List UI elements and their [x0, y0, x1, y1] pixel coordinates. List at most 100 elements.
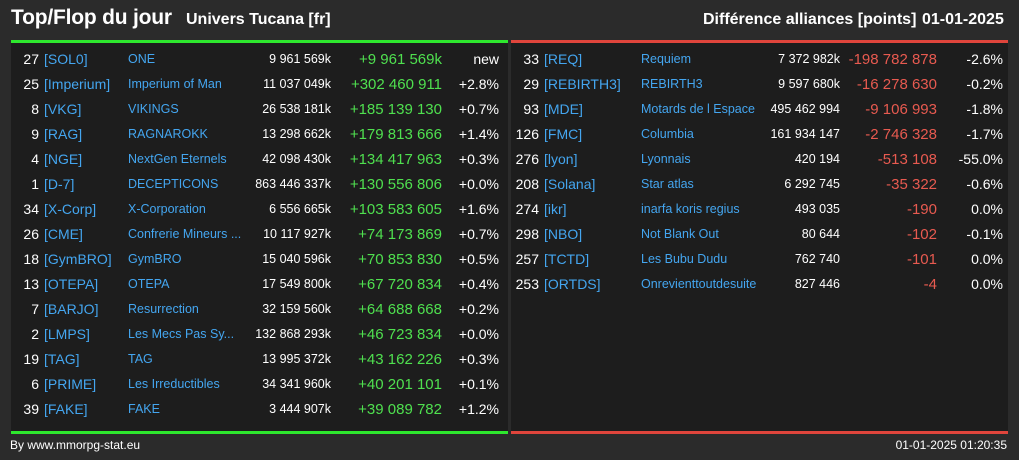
- top-alliance-tag-link[interactable]: [CME]: [44, 226, 83, 242]
- top-rank: 19: [23, 351, 39, 367]
- top-alliance-tag-link[interactable]: [TAG]: [44, 351, 80, 367]
- top-points: 13 995 372k: [262, 352, 331, 366]
- top-percent: +0.2%: [458, 301, 499, 317]
- flop-alliance-tag-link[interactable]: [TCTD]: [544, 251, 590, 267]
- top-row: 26 [CME] Confrerie Mineurs ... 10 117 927k +…: [11, 222, 508, 247]
- top-rank: 13: [23, 276, 39, 292]
- flop-delta: -513 108: [877, 151, 937, 168]
- top-points: 6 556 665k: [269, 202, 331, 216]
- top-list: 27 [SOL0] ONE 9 961 569k +9 961 569k new 25 [Im…: [11, 47, 508, 422]
- top-percent: +0.3%: [458, 151, 499, 167]
- top-panel: 27 [SOL0] ONE 9 961 569k +9 961 569k new 25 [Im…: [11, 40, 508, 434]
- flop-percent: 0.0%: [971, 251, 1003, 267]
- flop-row: 253 [ORTDS] Onrevienttoutdesuite 827 446 -4 0…: [511, 272, 1008, 297]
- top-points: 15 040 596k: [262, 252, 331, 266]
- top-row: 27 [SOL0] ONE 9 961 569k +9 961 569k new: [11, 47, 508, 72]
- flop-rank: 298: [515, 226, 539, 242]
- top-alliance-tag-link[interactable]: [RAG]: [44, 126, 83, 142]
- header: Top/Flop du jour Univers Tucana [fr] Dif…: [0, 0, 1019, 38]
- top-rank: 27: [23, 51, 39, 67]
- top-rank: 1: [31, 176, 39, 192]
- top-alliance-tag-link[interactable]: [PRIME]: [44, 376, 97, 392]
- flop-rank: 257: [515, 251, 539, 267]
- top-delta: +185 139 130: [349, 101, 442, 118]
- flop-percent: 0.0%: [971, 276, 1003, 292]
- top-alliance-tag-link[interactable]: [Imperium]: [44, 76, 111, 92]
- top-row: 7 [BARJO] Resurrection 32 159 560k +64 688 6…: [11, 297, 508, 322]
- flop-rank: 33: [523, 51, 539, 67]
- top-points: 34 341 960k: [262, 377, 331, 391]
- top-points: 863 446 337k: [255, 177, 331, 191]
- flop-alliance-tag-link[interactable]: [lyon]: [544, 151, 578, 167]
- top-rank: 6: [31, 376, 39, 392]
- flop-alliance-tag-link[interactable]: [FMC]: [544, 126, 583, 142]
- flop-alliance-tag-link[interactable]: [Solana]: [544, 176, 596, 192]
- top-percent: +1.6%: [458, 201, 499, 217]
- top-alliance-tag-link[interactable]: [VKG]: [44, 101, 82, 117]
- flop-alliance-tag-link[interactable]: [REBIRTH3]: [544, 76, 621, 92]
- page-title: Top/Flop du jour: [11, 6, 172, 29]
- top-row: 1 [D-7] DECEPTICONS 863 446 337k +130 556 80…: [11, 172, 508, 197]
- flop-row: 257 [TCTD] Les Bubu Dudu 762 740 -101 0.0%: [511, 247, 1008, 272]
- flop-rank: 126: [515, 126, 539, 142]
- flop-percent: -0.1%: [966, 226, 1003, 242]
- top-alliance-tag-link[interactable]: [SOL0]: [44, 51, 88, 67]
- flop-rank: 253: [515, 276, 539, 292]
- top-delta: +43 162 226: [358, 351, 442, 368]
- flop-row: 33 [REQ] Requiem 7 372 982k -198 782 878 -2.6…: [511, 47, 1008, 72]
- top-row: 25 [Imperium] Imperium of Man 11 037 049k +3…: [11, 72, 508, 97]
- flop-alliance-tag-link[interactable]: [ikr]: [544, 201, 567, 217]
- top-percent: +0.7%: [458, 101, 499, 117]
- top-points: 10 117 927k: [263, 227, 331, 241]
- flop-delta: -35 322: [886, 176, 937, 193]
- top-delta: +130 556 806: [349, 176, 442, 193]
- top-delta: +70 853 830: [358, 251, 442, 268]
- top-points: 11 037 049k: [263, 77, 331, 91]
- flop-rank: 29: [523, 76, 539, 92]
- top-percent: +0.4%: [458, 276, 499, 292]
- top-alliance-tag-link[interactable]: [NGE]: [44, 151, 83, 167]
- flop-percent: -1.8%: [966, 101, 1003, 117]
- top-row: 6 [PRIME] Les Irreductibles 34 341 960k +40 …: [11, 372, 508, 397]
- flop-alliance-tag-link[interactable]: [REQ]: [544, 51, 583, 67]
- top-delta: +74 173 869: [358, 226, 442, 243]
- top-alliance-tag-link[interactable]: [BARJO]: [44, 301, 99, 317]
- flop-alliance-tag-link[interactable]: [MDE]: [544, 101, 583, 117]
- flop-rank: 208: [515, 176, 539, 192]
- top-alliance-tag-link[interactable]: [GymBRO]: [44, 251, 112, 267]
- flop-alliance-tag-link[interactable]: [ORTDS]: [544, 276, 601, 292]
- flop-points: 6 292 745: [784, 177, 840, 191]
- flop-percent: -0.2%: [966, 76, 1003, 92]
- top-rank: 25: [23, 76, 39, 92]
- flop-delta: -9 106 993: [865, 101, 937, 118]
- flop-delta: -16 278 630: [856, 76, 937, 93]
- top-percent: +2.8%: [458, 76, 499, 92]
- top-percent: +0.1%: [458, 376, 499, 392]
- top-points: 3 444 907k: [269, 402, 331, 416]
- flop-points: 7 372 982k: [778, 52, 840, 66]
- top-alliance-tag-link[interactable]: [OTEPA]: [44, 276, 99, 292]
- top-alliance-tag-link[interactable]: [FAKE]: [44, 401, 88, 417]
- top-row: 39 [FAKE] FAKE 3 444 907k +39 089 782 +1.2%: [11, 397, 508, 422]
- top-alliance-tag-link[interactable]: [D-7]: [44, 176, 75, 192]
- flop-panel-bar-top: [511, 40, 1008, 43]
- top-rank: 39: [23, 401, 39, 417]
- footer-credit[interactable]: By www.mmorpg-stat.eu: [10, 438, 141, 452]
- top-delta: +64 688 668: [358, 301, 442, 318]
- top-row: 13 [OTEPA] OTEPA 17 549 800k +67 720 834 +0.4…: [11, 272, 508, 297]
- top-row: 34 [X-Corp] X-Corporation 6 556 665k +103 58…: [11, 197, 508, 222]
- flop-alliance-tag-link[interactable]: [NBO]: [544, 226, 583, 242]
- top-alliance-tag-link[interactable]: [X-Corp]: [44, 201, 97, 217]
- top-percent: +0.5%: [458, 251, 499, 267]
- top-points: 26 538 181k: [262, 102, 331, 116]
- top-points: 132 868 293k: [255, 327, 331, 341]
- top-alliance-tag-link[interactable]: [LMPS]: [44, 326, 90, 342]
- top-delta: +134 417 963: [349, 151, 442, 168]
- top-rank: 4: [31, 151, 39, 167]
- flop-percent: 0.0%: [971, 201, 1003, 217]
- top-row: 8 [VKG] VIKINGS 26 538 181k +185 139 130 +0.7…: [11, 97, 508, 122]
- top-delta: +67 720 834: [358, 276, 442, 293]
- top-panel-bar-bottom: [11, 431, 508, 434]
- top-rank: 8: [31, 101, 39, 117]
